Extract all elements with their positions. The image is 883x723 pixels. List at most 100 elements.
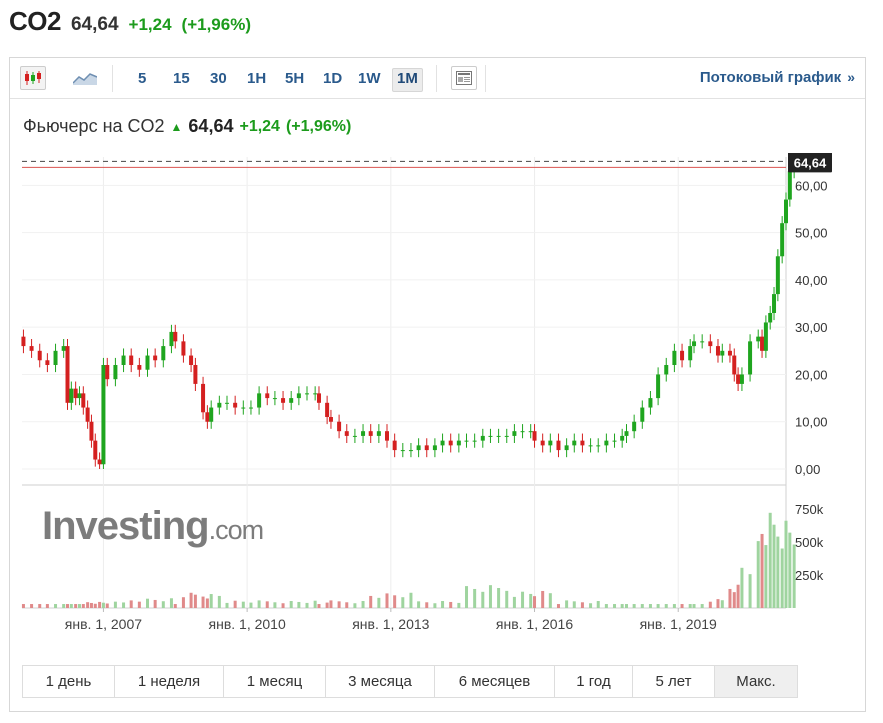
volume-bar xyxy=(425,602,429,608)
arrow-up-icon: ▲ xyxy=(170,119,183,134)
candlestick-icon[interactable] xyxy=(20,66,46,90)
candle-body xyxy=(540,440,545,446)
volume-bar xyxy=(529,593,533,608)
candle-body xyxy=(612,440,617,442)
range-1-week[interactable]: 1 неделя xyxy=(115,666,224,697)
volume-bar xyxy=(89,602,93,608)
candle-body xyxy=(61,346,66,351)
candle-body xyxy=(21,336,26,347)
range-6-months[interactable]: 6 месяцев xyxy=(435,666,555,697)
candle-body xyxy=(101,365,106,465)
volume-bar xyxy=(481,591,485,608)
candle-body xyxy=(265,393,270,399)
volume-bar xyxy=(521,591,525,608)
candle-body xyxy=(648,398,653,408)
volume-bar xyxy=(648,604,652,608)
candle-body xyxy=(528,431,533,433)
candle-body xyxy=(748,341,753,375)
candle-body xyxy=(480,435,485,441)
timeframe-5[interactable]: 5 xyxy=(138,70,147,87)
candle-body xyxy=(756,336,761,342)
candle-body xyxy=(289,398,294,403)
volume-bar xyxy=(257,600,261,608)
candle-body xyxy=(620,435,625,441)
volume-bar xyxy=(361,601,365,608)
volume-bar xyxy=(772,524,776,608)
x-tick-label: янв. 1, 2010 xyxy=(209,616,286,632)
investing-watermark-logo: Investing.com xyxy=(42,504,263,548)
candle-body xyxy=(672,350,677,365)
volume-bar xyxy=(664,604,668,608)
range-1-year[interactable]: 1 год xyxy=(555,666,633,697)
volume-bar xyxy=(533,596,537,608)
volume-bar xyxy=(441,601,445,608)
volume-bar xyxy=(122,602,126,608)
candle-body xyxy=(708,341,713,347)
candle-body xyxy=(37,350,42,361)
candle-body xyxy=(580,440,585,446)
timeframe-1m[interactable]: 1M xyxy=(392,68,423,92)
candle-body xyxy=(272,398,277,400)
streaming-chart-label: Потоковый график xyxy=(699,69,842,86)
news-icon[interactable] xyxy=(451,66,477,90)
volume-bar xyxy=(193,594,197,608)
candle-body xyxy=(692,341,697,347)
legend-change-percent: (+1,96%) xyxy=(285,117,352,135)
candle-body xyxy=(780,223,785,257)
volume-bar xyxy=(393,595,397,608)
candle-body xyxy=(624,431,629,436)
candle-body xyxy=(656,374,661,399)
volume-bar xyxy=(720,600,724,608)
range-3-months[interactable]: 3 месяца xyxy=(326,666,435,697)
volume-bar xyxy=(38,604,42,608)
price-change: +1,24 xyxy=(128,15,172,34)
area-chart-icon[interactable] xyxy=(72,66,98,90)
candle-body xyxy=(640,407,645,422)
range-1-month[interactable]: 1 месяц xyxy=(224,666,326,697)
timeframe-15[interactable]: 15 xyxy=(173,70,190,87)
range-max[interactable]: Макс. xyxy=(715,666,797,697)
volume-tick-label: 500k xyxy=(795,535,824,550)
volume-bar xyxy=(512,596,516,608)
volume-bar xyxy=(708,601,712,608)
candle-body xyxy=(768,313,773,323)
volume-bar xyxy=(700,604,704,608)
candle-body xyxy=(532,431,537,441)
candle-body xyxy=(760,336,765,351)
candle-body xyxy=(416,445,421,451)
x-tick-label: янв. 1, 2013 xyxy=(352,616,429,632)
volume-bar xyxy=(189,592,193,608)
candle-body xyxy=(257,393,262,408)
volume-bar xyxy=(225,602,229,608)
candle-body xyxy=(217,402,222,408)
candle-body xyxy=(169,331,174,347)
x-tick-label: янв. 1, 2016 xyxy=(496,616,573,632)
volume-bar xyxy=(488,585,492,608)
candle-body xyxy=(241,407,246,409)
volume-bar xyxy=(776,536,780,608)
timeframe-30[interactable]: 30 xyxy=(210,70,227,87)
candle-body xyxy=(787,171,792,200)
candle-body xyxy=(732,355,737,375)
streaming-chart-link[interactable]: Потоковый график » xyxy=(700,69,855,86)
candle-body xyxy=(727,350,732,356)
volume-bar xyxy=(145,598,149,608)
price-chart[interactable]: янв. 1, 2007 янв. 1, 2010 янв. 1, 2013 янв.… xyxy=(10,153,865,633)
volume-tick-label: 250k xyxy=(795,568,824,583)
candle-body xyxy=(384,431,389,441)
timeframe-1h[interactable]: 1H xyxy=(247,70,267,87)
candle-body xyxy=(488,435,493,437)
range-1-day[interactable]: 1 день xyxy=(23,666,115,697)
timeframe-1w[interactable]: 1W xyxy=(358,70,381,87)
candle-body xyxy=(376,431,381,436)
candle-body xyxy=(775,256,780,295)
volume-bar xyxy=(688,604,692,608)
volume-bar xyxy=(640,604,644,608)
volume-bar xyxy=(433,603,437,608)
timeframe-5h[interactable]: 5H xyxy=(285,70,305,87)
volume-bar xyxy=(345,602,349,608)
range-5-years[interactable]: 5 лет xyxy=(633,666,715,697)
volume-bar xyxy=(672,604,676,608)
timeframe-1d[interactable]: 1D xyxy=(323,70,343,87)
candle-body xyxy=(680,350,685,361)
